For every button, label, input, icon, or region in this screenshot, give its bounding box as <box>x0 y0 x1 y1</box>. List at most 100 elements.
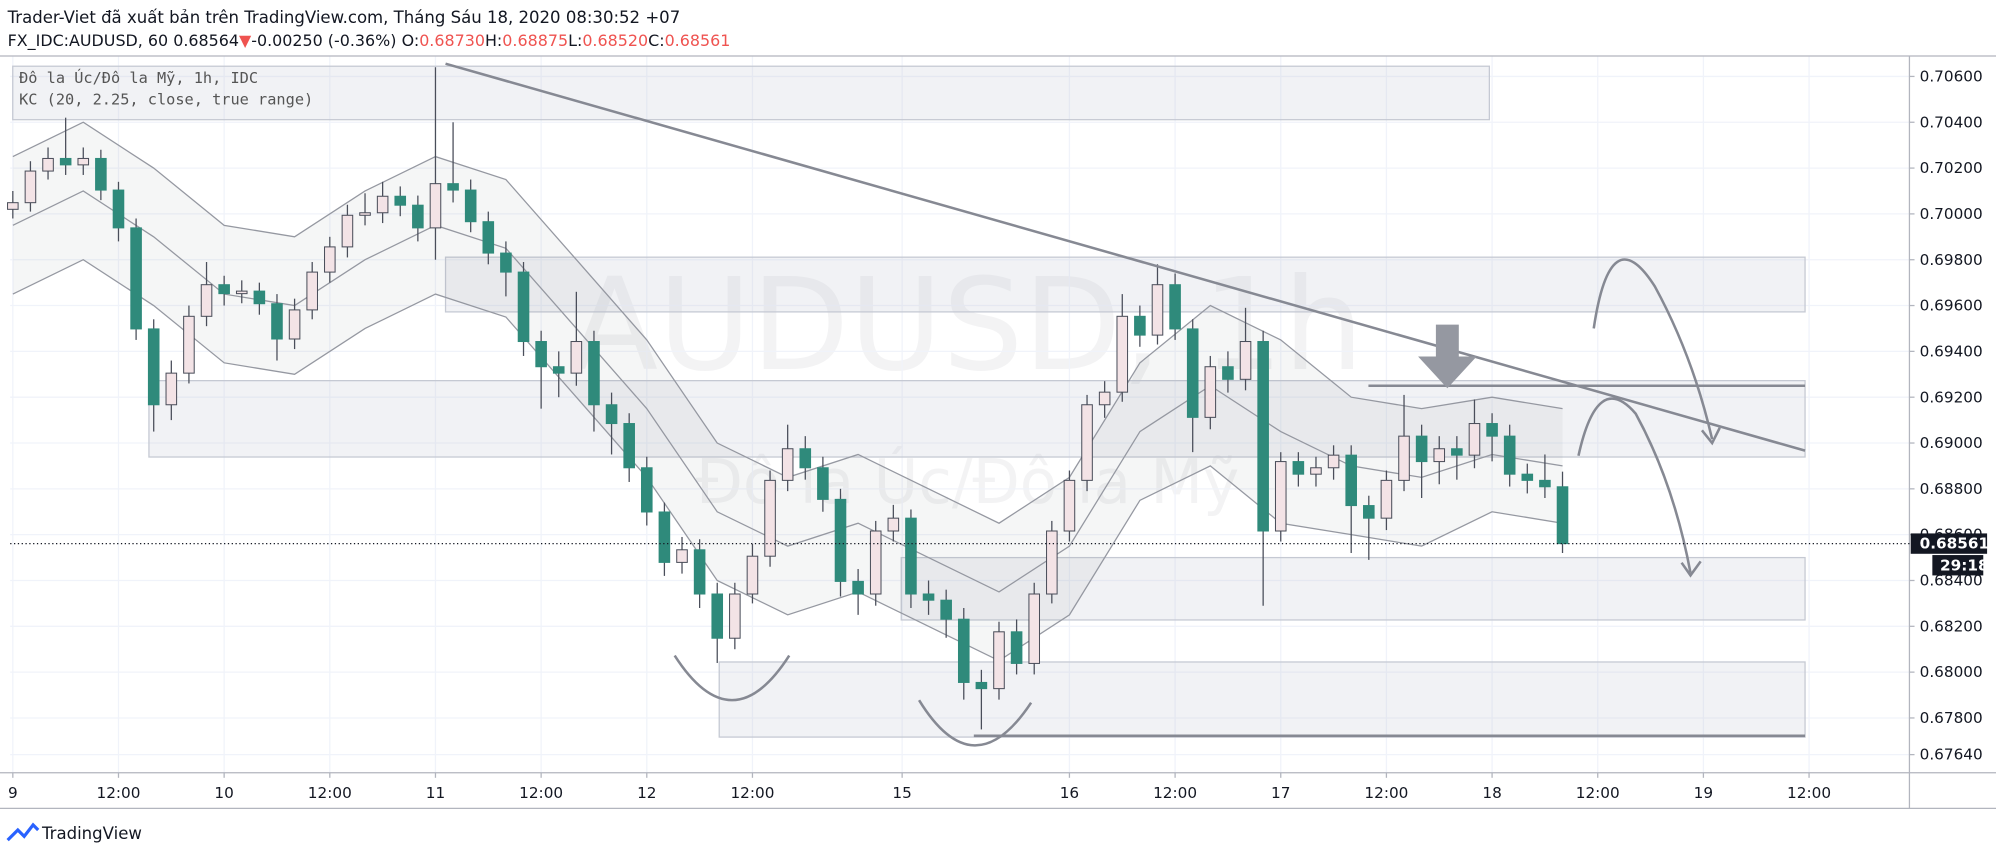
ohlc-label: H: <box>485 31 502 50</box>
x-tick-label: 12:00 <box>730 784 774 802</box>
header-price: 0.68564 <box>173 31 239 50</box>
candle-body <box>1028 593 1041 664</box>
x-tick-label: 12:00 <box>1787 784 1831 802</box>
candle-body <box>253 290 266 305</box>
price-axis-area <box>1909 56 1996 809</box>
candle-body <box>658 511 671 563</box>
candle-body <box>1169 284 1181 330</box>
ohlc-label: C: <box>648 31 664 50</box>
zone <box>148 380 1806 458</box>
y-tick-label: 0.68000 <box>1920 663 1983 681</box>
projection-arrow <box>1592 258 1714 440</box>
x-tick-label: 12 <box>637 784 656 802</box>
candle-body <box>1274 461 1287 532</box>
x-tick-label: 12:00 <box>308 784 352 802</box>
x-tick-label: 10 <box>214 784 233 802</box>
candle-body <box>112 189 125 229</box>
axes-layer <box>0 55 1996 809</box>
candle-body <box>429 183 442 229</box>
candle-body <box>59 157 72 166</box>
candle-body <box>746 555 759 595</box>
y-tick-label: 0.70200 <box>1920 159 1983 177</box>
time-axis-area <box>0 772 1996 809</box>
symbol: FX_IDC:AUDUSD, 60 <box>8 31 169 51</box>
candle-body <box>42 157 54 172</box>
logo-icon <box>6 822 40 842</box>
indicator-legend: KC (20, 2.25, close, true range) <box>19 90 313 108</box>
candle-body <box>1010 631 1023 664</box>
candle-body <box>817 467 829 500</box>
candle-body <box>7 202 19 210</box>
y-tick-label: 0.69800 <box>1920 251 1983 269</box>
candle-body <box>1415 435 1428 463</box>
candle-body <box>588 341 600 406</box>
candle-body <box>993 631 1005 690</box>
candle-body <box>500 252 512 273</box>
candle-body <box>711 593 724 639</box>
y-tick-label: 0.67640 <box>1920 746 1983 764</box>
ohlc-value: 0.68730 <box>419 31 485 50</box>
candle-body <box>605 404 618 425</box>
candle-body <box>834 498 847 582</box>
candle-body <box>1081 404 1093 481</box>
change-arrow: ▼ <box>239 31 252 50</box>
projection-arrow <box>1577 397 1692 574</box>
candle-body <box>1186 328 1199 418</box>
y-tick-label: 0.69600 <box>1920 297 1983 315</box>
candle-body <box>852 580 864 595</box>
candle-body <box>975 681 988 690</box>
candle-body <box>1345 454 1357 507</box>
candle-body <box>1257 341 1269 532</box>
candle-body <box>1363 505 1375 519</box>
candle-body <box>1468 423 1481 456</box>
candle-body <box>394 195 407 206</box>
candle-body <box>1151 284 1164 336</box>
ticks-layer: 0.70600 0.70400 0.70200 0.70000 0.69800 0.696… <box>8 68 1989 803</box>
kc-basis <box>12 190 1563 593</box>
candle-body <box>447 183 459 191</box>
candle-body <box>147 328 160 406</box>
candle-body <box>1310 467 1322 475</box>
y-tick-label: 0.70600 <box>1920 68 1983 86</box>
grid-layer <box>10 56 1910 773</box>
x-tick-label: 12:00 <box>519 784 563 802</box>
candle-body <box>957 618 970 683</box>
candle-body <box>24 170 37 204</box>
candle-body <box>1134 315 1146 336</box>
x-tick-label: 15 <box>892 784 911 802</box>
y-tick-label: 0.68800 <box>1920 480 1983 498</box>
countdown-box <box>1932 555 1984 576</box>
candle-body <box>359 212 371 216</box>
candle-body <box>165 372 178 406</box>
candle-body <box>887 517 900 532</box>
arrow-head <box>1700 427 1721 446</box>
candle-body <box>306 271 318 311</box>
ohlc-label: O: <box>402 31 420 50</box>
x-tick-label: 9 <box>8 784 18 802</box>
y-tick-label: 0.70400 <box>1920 113 1983 131</box>
candle-body <box>781 448 794 481</box>
zone <box>718 661 1806 738</box>
y-tick-label: 0.68400 <box>1920 572 1983 590</box>
candle-body <box>1503 435 1516 475</box>
drawing-zones <box>12 65 1806 738</box>
x-tick-label: 17 <box>1271 784 1290 802</box>
series-legend: Đô la Úc/Đô la Mỹ, 1h, IDC <box>19 68 258 87</box>
x-tick-label: 11 <box>426 784 445 802</box>
kc-band <box>12 122 1563 661</box>
change: -0.00250 (-0.36%) <box>251 31 396 50</box>
candle-body <box>1556 486 1569 545</box>
x-tick-label: 12:00 <box>1153 784 1197 802</box>
candle-body <box>1063 479 1076 532</box>
ohlc-value: 0.68561 <box>665 31 731 50</box>
y-tick-label: 0.67800 <box>1920 709 1983 727</box>
candle-body <box>517 271 530 343</box>
x-tick-label: 19 <box>1694 784 1713 802</box>
y-tick-label: 0.69000 <box>1920 434 1983 452</box>
candle-body <box>1486 423 1498 437</box>
candle-body <box>1380 479 1393 519</box>
candle-body <box>905 517 917 595</box>
